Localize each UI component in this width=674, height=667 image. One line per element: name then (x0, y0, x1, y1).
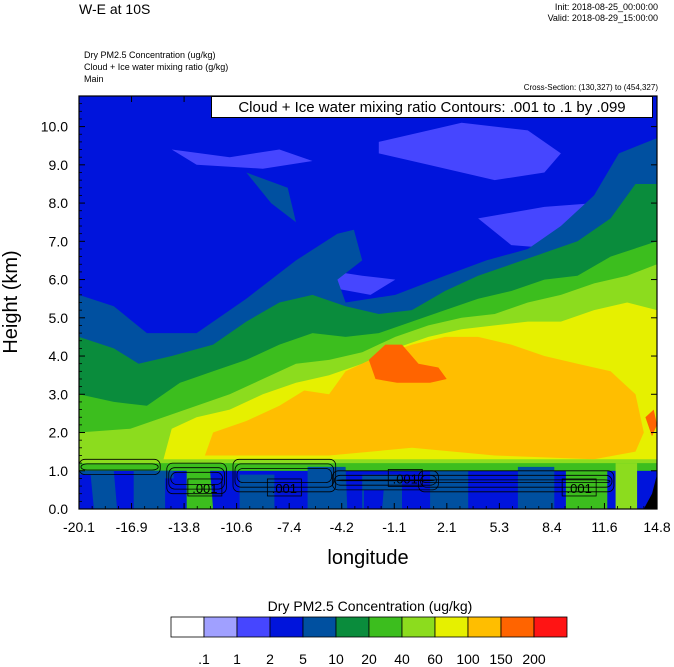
colorbar-swatch (335, 616, 370, 638)
x-tick-label: 5.3 (490, 519, 510, 535)
concentration-region (186, 466, 214, 509)
field-label-pm25: Dry PM2.5 Concentration (ug/kg) (84, 50, 216, 60)
cloud-contour-line (166, 462, 227, 495)
contour-label: .001 (393, 471, 418, 486)
terrain-shape (643, 474, 657, 509)
colorbar-swatch (203, 616, 238, 638)
colorbar-swatch (401, 616, 436, 638)
terrain-mask (643, 474, 657, 509)
x-tick-label: -10.6 (221, 519, 253, 535)
contour-label-box (561, 478, 597, 497)
y-tick-label: 4.0 (49, 348, 69, 364)
y-tick-label: 8.0 (49, 195, 69, 211)
y-tick-label: 1.0 (49, 463, 69, 479)
colorbar-level-label: 60 (427, 651, 443, 667)
cloud-contour-line (420, 474, 613, 488)
colorbar-level-label: 200 (522, 651, 546, 667)
x-tick-label: -20.1 (63, 519, 95, 535)
colorbar-level-label: .1 (198, 651, 210, 667)
field-label-main: Main (84, 74, 104, 84)
contour-label: .001 (567, 481, 592, 496)
colorbar-label: Dry PM2.5 Concentration (ug/kg) (268, 598, 473, 614)
concentration-region (363, 489, 384, 509)
cloud-contour-line (170, 471, 223, 485)
y-tick-label: 7.0 (49, 233, 69, 249)
colorbar-swatch (368, 616, 403, 638)
colorbar-swatch (269, 616, 304, 638)
cloud-contour-line (232, 458, 337, 493)
plot-title: W-E at 10S (79, 1, 151, 17)
contour-label-box (187, 478, 223, 497)
cloud-contour-line (418, 470, 615, 493)
cloud-contour-line (331, 470, 439, 491)
y-tick-label: 5.0 (49, 310, 69, 326)
y-tick-label: 6.0 (49, 272, 69, 288)
colorbar: .1 1 2 5 10 20 40 60 100 150 200 (170, 616, 568, 667)
concentration-region (246, 172, 296, 223)
cloud-contour-line (335, 479, 435, 482)
y-axis: 0.0 1.0 2.0 3.0 4.0 5.0 6.0 7.0 8.0 9.0 10.0 (41, 95, 657, 517)
y-tick-label: 3.0 (49, 386, 69, 402)
y-tick-label: 2.0 (49, 425, 69, 441)
x-tick-label: 11.6 (591, 519, 617, 535)
colorbar-swatch (302, 616, 337, 638)
x-axis-label: longitude (327, 547, 408, 569)
x-tick-label: -16.9 (116, 519, 148, 535)
x-tick-label: 2.1 (437, 519, 457, 535)
y-tick-label: 10.0 (41, 119, 68, 135)
colorbar-swatch (467, 616, 502, 638)
colorbar-swatch (236, 616, 271, 638)
x-tick-label: -4.2 (330, 519, 354, 535)
x-tick-label: -1.1 (382, 519, 406, 535)
x-tick-label: 8.4 (542, 519, 562, 535)
colorbar-level-label: 10 (328, 651, 344, 667)
concentration-region (378, 122, 561, 181)
colorbar-level-label: 20 (361, 651, 377, 667)
concentration-region (565, 466, 608, 509)
concentration-region (307, 466, 348, 509)
colorbar-swatch (533, 616, 568, 638)
y-axis-label: Height (km) (0, 250, 22, 353)
colorbar-swatch (170, 616, 205, 638)
colorbar-level-label: 100 (456, 651, 480, 667)
concentration-region (204, 336, 644, 460)
concentration-region (615, 463, 638, 509)
cross-section-label: Cross-Section: (130,327) to (454,327) (523, 83, 658, 92)
concentration-region (517, 466, 555, 509)
valid-time: Valid: 2018-08-29_15:00:00 (547, 13, 658, 23)
x-tick-label: -13.8 (168, 519, 200, 535)
colorbar-level-label: 1 (233, 651, 241, 667)
x-tick-label: 14.8 (643, 519, 670, 535)
y-tick-label: 9.0 (49, 157, 69, 173)
colorbar-level-label: 40 (394, 651, 410, 667)
contour-label: .001 (272, 481, 297, 496)
contour-label-box (387, 469, 423, 487)
field-label-cloud: Cloud + Ice water mixing ratio (g/kg) (84, 62, 229, 72)
concentration-region (133, 470, 176, 509)
colorbar-swatch (434, 616, 469, 638)
colorbar-level-label: 5 (299, 651, 307, 667)
colorbar-level-label: 150 (489, 651, 513, 667)
cloud-contour-line (168, 467, 225, 490)
cloud-contour-line (236, 468, 333, 484)
colorbar-swatch (500, 616, 535, 638)
contour-info-box: Cloud + Ice water mixing ratio Contours:… (211, 96, 653, 118)
colorbar-level-label: 2 (266, 651, 274, 667)
x-tick-label: -7.4 (277, 519, 301, 535)
concentration-region (171, 149, 313, 169)
cloud-contour-line (234, 463, 335, 488)
cloud-contour-line (80, 463, 159, 471)
y-tick-label: 0.0 (49, 501, 69, 517)
contour-layer: .001 .001 .001 .001 (79, 458, 615, 497)
cloud-contour-line (79, 458, 161, 475)
init-time: Init: 2018-08-25_00:00:00 (554, 2, 658, 12)
plot-fill (79, 96, 657, 509)
contour-label-box (266, 478, 302, 497)
concentration-region (645, 409, 657, 437)
contour-label: .001 (192, 481, 217, 496)
concentration-region (430, 470, 469, 509)
concentration-region (368, 344, 447, 383)
concentration-region (79, 474, 94, 509)
